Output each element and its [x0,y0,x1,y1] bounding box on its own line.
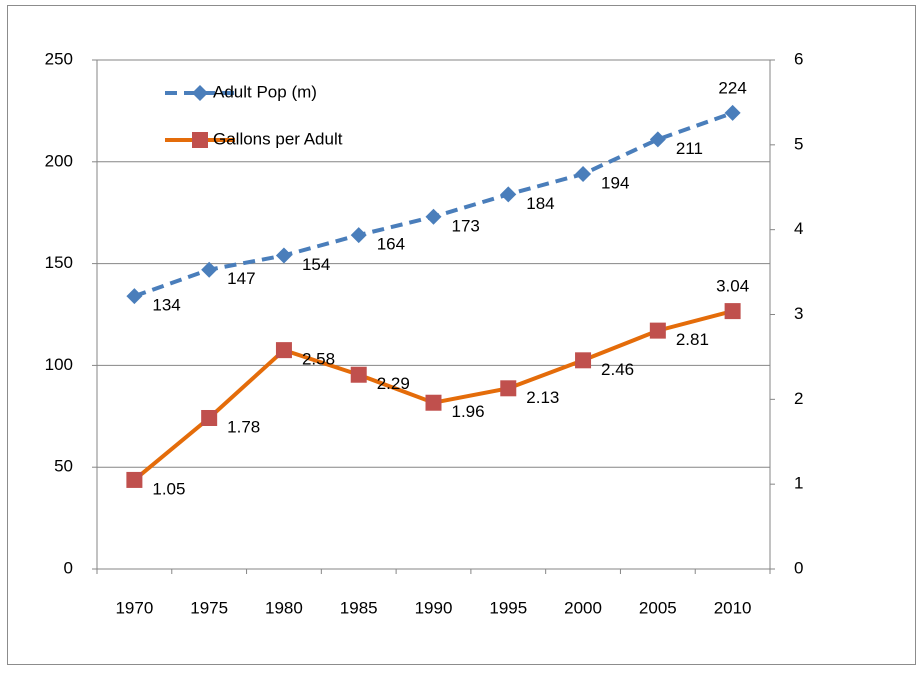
data-point [425,394,442,411]
y-tick-label: 100 [45,355,73,374]
data-point [126,288,143,305]
y-tick-label: 0 [64,558,73,577]
x-tick-label: 1970 [115,598,153,617]
data-label: 224 [718,78,746,97]
x-tick-label: 1980 [265,598,303,617]
y2-tick-label: 2 [794,389,803,408]
y-tick-label: 250 [45,49,73,68]
data-label: 173 [452,216,480,235]
y2-tick-label: 4 [794,219,803,238]
data-point [724,104,741,121]
data-label: 194 [601,174,629,193]
y-tick-label: 50 [54,457,73,476]
data-label: 211 [676,139,703,158]
x-tick-label: 1995 [489,598,527,617]
data-point [350,227,367,244]
data-point [649,131,666,148]
data-label: 2.29 [377,374,410,393]
data-point [201,409,218,426]
data-point [575,352,592,369]
x-tick-label: 2000 [564,598,602,617]
x-tick-label: 1975 [190,598,228,617]
data-label: 147 [227,269,255,288]
y2-tick-label: 3 [794,304,803,323]
x-tick-label: 1985 [340,598,378,617]
data-label: 2.13 [526,388,559,407]
legend-marker [192,132,208,148]
data-label: 3.04 [716,277,749,296]
data-point [425,208,442,225]
data-label: 1.96 [452,402,485,421]
data-point [126,471,143,488]
y2-tick-label: 5 [794,134,803,153]
data-point [275,247,292,264]
y2-tick-label: 6 [794,49,803,68]
data-label: 184 [526,194,554,213]
y2-tick-label: 1 [794,474,803,493]
x-tick-label: 2010 [714,598,752,617]
y-tick-label: 150 [45,253,73,272]
data-label: 154 [302,255,330,274]
y2-tick-label: 0 [794,558,803,577]
data-label: 2.46 [601,360,634,379]
data-point [500,380,517,397]
data-label: 2.58 [302,350,335,369]
y-tick-label: 200 [45,151,73,170]
data-point [201,261,218,278]
legend-label: Gallons per Adult [213,129,343,148]
data-point [575,166,592,183]
data-point [649,322,666,339]
x-tick-label: 1990 [415,598,453,617]
legend-label: Adult Pop (m) [213,82,317,101]
data-label: 164 [377,235,405,254]
data-point [350,366,367,383]
data-point [275,342,292,359]
chart-border [7,5,916,665]
data-point [500,186,517,203]
data-label: 1.05 [152,479,185,498]
legend-marker [192,85,208,101]
data-label: 1.78 [227,417,260,436]
data-point [724,303,741,320]
x-tick-label: 2005 [639,598,677,617]
data-label: 134 [152,296,180,315]
data-label: 2.81 [676,330,709,349]
